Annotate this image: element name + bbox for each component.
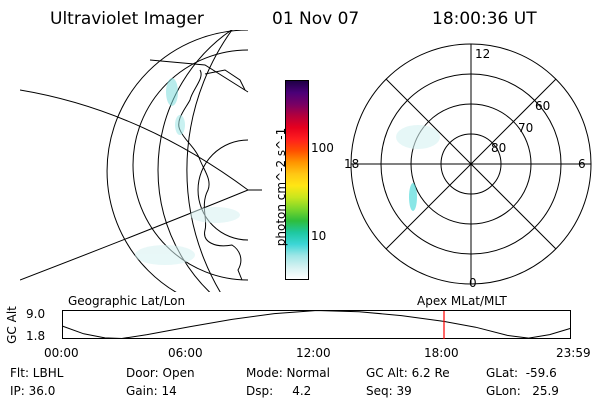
- orbit-ytick-high: 9.0: [26, 307, 46, 321]
- glon-status: GLon: 25.9: [486, 384, 559, 398]
- map-parallel-line: [149, 59, 249, 93]
- filter-status: Flt: LBHL: [10, 366, 64, 380]
- aurora-patch: [409, 183, 417, 211]
- seq-status: Seq: 39: [366, 384, 412, 398]
- lat-label-80: 80: [491, 141, 506, 155]
- aurora-patch: [175, 115, 185, 135]
- geographic-map: [20, 30, 262, 292]
- map-meridian-arc: [157, 30, 233, 292]
- coastline: [204, 69, 246, 91]
- mlt-label-6: 6: [578, 157, 586, 171]
- map-meridian-arc: [106, 30, 249, 292]
- orbit-xtick-1200: 12:00: [296, 346, 331, 360]
- orbit-ylabel: GC Alt: [5, 306, 19, 344]
- map-meridian-arc: [197, 139, 249, 241]
- mode-status: Mode: Normal: [246, 366, 330, 380]
- gc-alt-status: GC Alt: 6.2 Re: [366, 366, 450, 380]
- ip-status: IP: 36.0: [10, 384, 56, 398]
- orbit-xtick-2359: 23:59: [556, 346, 591, 360]
- orbit-plot: [62, 310, 571, 340]
- dsp-status: Dsp: 4.2: [246, 384, 312, 398]
- orbit-altitude-line: [62, 310, 571, 340]
- aurora-patch: [166, 78, 178, 106]
- orbit-xtick-0000: 00:00: [44, 346, 79, 360]
- colorbar-tick-10: 10: [311, 229, 327, 243]
- mlt-label-0: 0: [469, 276, 477, 290]
- mlt-label-12: 12: [475, 47, 490, 61]
- aurora-patch: [396, 125, 440, 149]
- geo-label: Geographic Lat/Lon: [68, 294, 186, 308]
- door-status: Door: Open: [126, 366, 195, 380]
- colorbar-tick-100: 100: [311, 141, 334, 155]
- mlt-label-18: 18: [344, 157, 359, 171]
- polar-plot: 12 18 6 0 60 70 80: [344, 43, 592, 290]
- map-parallel-line: [20, 189, 249, 281]
- colorbar: [285, 80, 309, 280]
- date-label: 01 Nov 07: [272, 9, 360, 29]
- map-meridian-arc: [186, 30, 233, 292]
- orbit-xtick-0600: 06:00: [168, 346, 203, 360]
- orbit-frame: [62, 310, 571, 339]
- time-label: 18:00:36 UT: [432, 9, 537, 29]
- map-meridian-arc: [132, 49, 249, 281]
- glat-status: GLat: -59.6: [486, 366, 557, 380]
- gain-status: Gain: 14: [126, 384, 177, 398]
- polar-diagonal: [385, 78, 557, 250]
- instrument-title: Ultraviolet Imager: [50, 9, 204, 29]
- lat-label-60: 60: [535, 99, 550, 113]
- map-parallel-line: [20, 89, 249, 191]
- coastline: [178, 69, 243, 281]
- orbit-xtick-1800: 18:00: [424, 346, 459, 360]
- colorbar-label: photon cm^-2 s^-1: [274, 127, 288, 247]
- aurora-patch: [190, 207, 240, 223]
- apex-label: Apex MLat/MLT: [417, 294, 507, 308]
- aurora-patch: [135, 245, 195, 265]
- orbit-ytick-low: 1.8: [26, 329, 46, 343]
- lat-label-70: 70: [518, 121, 533, 135]
